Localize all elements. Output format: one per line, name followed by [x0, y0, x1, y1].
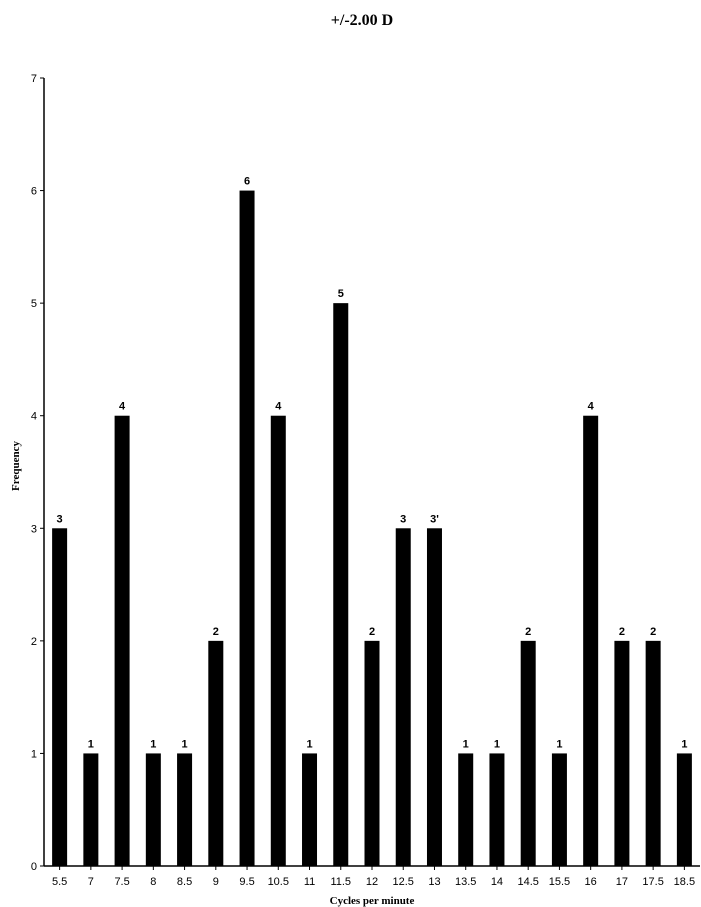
bar-value-label: 1 — [182, 738, 188, 750]
x-tick-label: 16 — [585, 876, 597, 888]
x-tick-label: 11.5 — [330, 876, 351, 888]
y-tick-label: 5 — [31, 298, 37, 310]
bar — [676, 753, 692, 866]
bar — [551, 753, 567, 866]
bar-value-label: 2 — [619, 626, 625, 638]
x-tick-label: 9.5 — [239, 876, 254, 888]
x-tick-label: 13.5 — [455, 876, 476, 888]
bar — [83, 753, 99, 866]
bar — [239, 190, 255, 867]
chart-title: +/-2.00 D — [331, 12, 393, 29]
x-tick-label: 8.5 — [177, 876, 192, 888]
bar — [364, 640, 380, 866]
x-tick-label: 12.5 — [393, 876, 414, 888]
bar-value-label: 3 — [400, 513, 406, 525]
bar — [333, 303, 349, 867]
bar-value-label: 3' — [430, 513, 439, 525]
bar — [583, 415, 599, 866]
y-tick-label: 1 — [31, 748, 37, 760]
bar — [302, 753, 318, 866]
x-tick-label: 7.5 — [114, 876, 129, 888]
x-axis-ticks: 5.5 7 7.5 8 8.5 9 9.5 10.5 11 11.5 12 12.5 13 13.5 14 1… — [52, 866, 695, 888]
bar — [145, 753, 161, 866]
y-tick-label: 0 — [31, 861, 37, 873]
bar-value-label: 4 — [588, 401, 595, 413]
bar — [614, 640, 630, 866]
y-tick-label: 4 — [31, 411, 37, 423]
y-tick-label: 6 — [31, 186, 37, 198]
bar-value-label: 5 — [338, 288, 344, 300]
bar-value-label: 4 — [119, 401, 126, 413]
x-tick-label: 17.5 — [642, 876, 663, 888]
bar — [520, 640, 536, 866]
bar — [489, 753, 505, 866]
x-tick-label: 9 — [213, 876, 219, 888]
x-tick-label: 18.5 — [674, 876, 695, 888]
y-tick-label: 2 — [31, 636, 37, 648]
bar-value-label: 1 — [556, 738, 562, 750]
bar — [114, 415, 130, 866]
x-tick-label: 10.5 — [268, 876, 289, 888]
bar-value-label: 2 — [213, 626, 219, 638]
x-tick-label: 12 — [366, 876, 378, 888]
bar-value-label: 6 — [244, 176, 250, 188]
x-tick-label: 14 — [491, 876, 503, 888]
y-tick-label: 7 — [31, 73, 37, 85]
bar-value-label: 1 — [494, 738, 500, 750]
x-tick-label: 8 — [150, 876, 156, 888]
bar-series — [52, 190, 692, 867]
bar — [208, 640, 224, 866]
bar-value-label: 1 — [150, 738, 156, 750]
y-axis-ticks: 0 1 2 3 4 5 6 7 — [31, 73, 44, 873]
data-labels: 3 1 4 1 1 2 6 4 1 5 2 3 3' 1 1 2 1 4 2 2 1 — [57, 176, 688, 751]
y-axis-label: Frequency — [10, 441, 22, 491]
bar — [52, 528, 68, 866]
x-tick-label: 14.5 — [517, 876, 538, 888]
bar-value-label: 1 — [88, 738, 94, 750]
y-tick-label: 3 — [31, 523, 37, 535]
x-tick-label: 7 — [88, 876, 94, 888]
x-axis-label: Cycles per minute — [330, 895, 415, 907]
x-tick-label: 11 — [304, 876, 315, 888]
bar — [270, 415, 286, 866]
bar-value-label: 1 — [306, 738, 312, 750]
bar — [426, 528, 442, 866]
bar-value-label: 2 — [650, 626, 656, 638]
bar-value-label: 4 — [275, 401, 282, 413]
bar-value-label: 2 — [525, 626, 531, 638]
bar-value-label: 2 — [369, 626, 375, 638]
bar — [395, 528, 411, 866]
x-tick-label: 15.5 — [549, 876, 570, 888]
bar-value-label: 1 — [681, 738, 687, 750]
x-tick-label: 13 — [428, 876, 440, 888]
bar — [177, 753, 193, 866]
bar-value-label: 1 — [463, 738, 469, 750]
x-tick-label: 5.5 — [52, 876, 67, 888]
bar — [645, 640, 661, 866]
bar — [458, 753, 474, 866]
bar-value-label: 3 — [57, 513, 63, 525]
x-tick-label: 17 — [616, 876, 628, 888]
